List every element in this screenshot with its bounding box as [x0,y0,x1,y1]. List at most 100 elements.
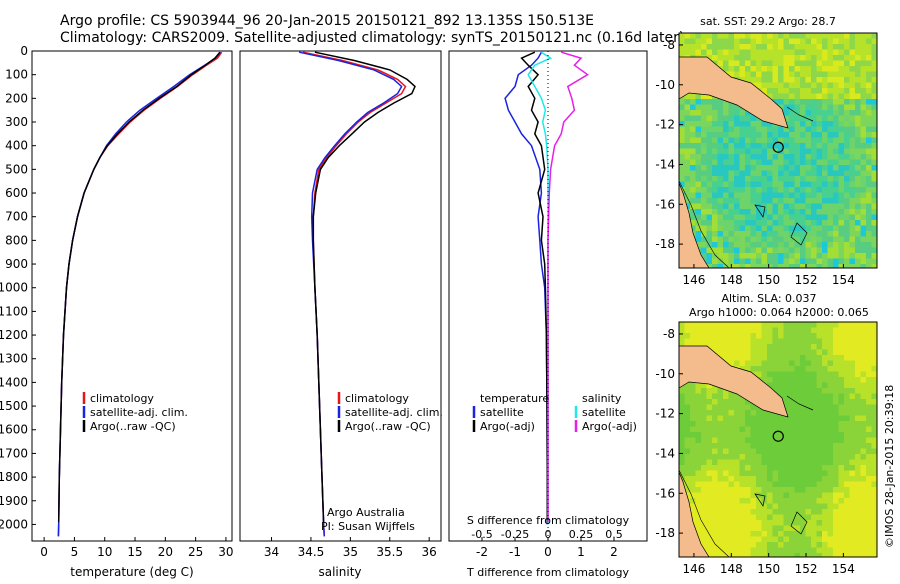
map-cell [761,476,768,482]
map-cell [805,366,812,372]
map-cell [794,338,801,345]
map-cell [833,437,839,444]
map-cell [827,71,834,78]
y-tick-label: 1300 [0,352,28,366]
map-cell [679,33,685,39]
map-cell [712,176,718,182]
map-cell [761,192,768,199]
map-cell [871,514,877,521]
map-cell [723,459,729,466]
map-cell [717,60,724,67]
map-cell [838,66,845,72]
map-cell [767,366,773,372]
map-cell [767,242,773,248]
map-cell [772,126,779,133]
map-cell [767,187,773,193]
map-cell [794,181,801,188]
map-cell [745,503,751,510]
map-cell [827,487,834,493]
map-cell [761,181,768,188]
map-cell [756,437,762,444]
map-cell [822,322,828,328]
map-cell [871,487,877,493]
map-cell [756,333,762,339]
map-cell [695,481,702,488]
map-cell [789,209,795,215]
map-cell [756,38,762,45]
map-cell [734,443,740,449]
map-cell [695,49,702,56]
map-cell [767,470,773,477]
map-cell [734,110,740,116]
map-cell [701,470,707,477]
map-cell [827,360,834,367]
map-cell [800,487,806,493]
map-cell [761,410,768,416]
map-cell [756,432,762,438]
map-cell [739,258,746,265]
map-cell [794,553,801,557]
map-cell [811,60,817,67]
map-cell [844,322,850,328]
map-cell [871,338,877,345]
map-cell [811,247,817,254]
map-cell [805,60,812,67]
map-cell [761,454,768,460]
map-cell [833,231,839,237]
map-cell [723,415,729,422]
map-cell [723,542,729,548]
map-cell [783,547,790,554]
map-cell [734,264,740,268]
map-cell [728,443,735,449]
map-cell [838,170,845,177]
map-cell [805,399,812,405]
map-cell [800,148,806,155]
y-tick-label: 0 [20,44,28,58]
map-cell [734,509,740,515]
map-cell [816,148,823,155]
map-cell [855,203,861,210]
map-cell [684,176,691,182]
map-cell [866,520,872,526]
map-cell [855,132,861,138]
map-cell [761,520,768,526]
map-cell [838,132,845,138]
map-cell [772,415,779,422]
annotation-argo-australia: Argo Australia [327,506,405,519]
map-cell [822,44,828,50]
map-cell [772,322,779,328]
map-cell [800,253,806,259]
map-cell [805,360,812,367]
map-cell [767,44,773,50]
map-cell [866,470,872,477]
map-cell [860,44,867,50]
map-cell [816,55,823,61]
map-cell [701,33,707,39]
map-cell [789,126,795,133]
map-cell [778,60,784,67]
map-cell [767,525,773,532]
map-cell [745,247,751,254]
map-cell [690,198,696,204]
map-cell [838,547,845,554]
map-cell [822,93,828,100]
map-cell [690,214,696,221]
map-cell [723,448,729,455]
map-cell [822,154,828,160]
map-cell [778,421,784,427]
map-cell [772,371,779,378]
map-cell [827,443,834,449]
map-cell [778,355,784,361]
map-cell [706,148,713,155]
map-cell [794,542,801,548]
map-cell [871,176,877,182]
map-cell [778,93,784,100]
map-cell [860,355,867,361]
map-cell [794,520,801,526]
map-cell [855,148,861,155]
map-cell [761,33,768,39]
map-cell [860,99,867,105]
map-cell [778,220,784,226]
map-cell [844,553,850,557]
map-cell [750,503,757,510]
